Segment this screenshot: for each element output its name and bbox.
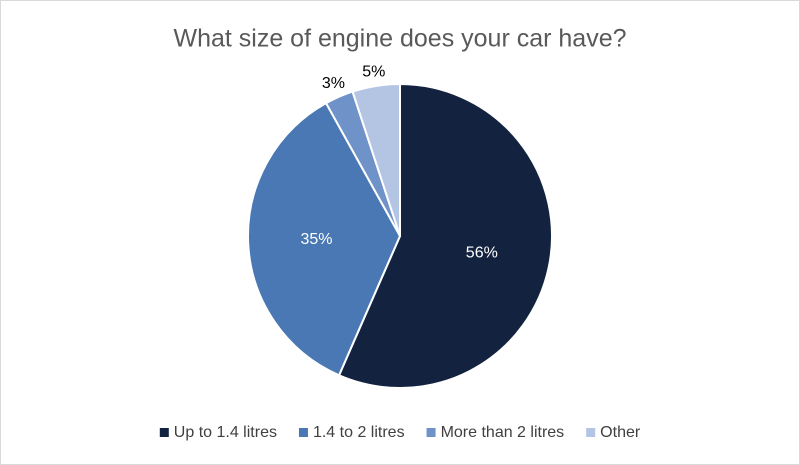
legend-label: Up to 1.4 litres <box>174 424 277 441</box>
data-label: 5% <box>362 63 385 80</box>
legend-swatch <box>159 428 169 437</box>
data-label: 35% <box>300 231 332 248</box>
legend: Up to 1.4 litres 1.4 to 2 litres More than… <box>159 424 641 441</box>
legend-label: Other <box>600 424 641 441</box>
data-label: 56% <box>466 244 498 261</box>
data-label: 3% <box>322 75 345 92</box>
legend-swatch <box>586 428 596 437</box>
pie-slice <box>247 101 402 377</box>
legend-label: 1.4 to 2 litres <box>313 424 405 441</box>
chart-title: What size of engine does your car have? <box>173 25 626 53</box>
legend-label: More than 2 litres <box>441 424 565 441</box>
pie-slice <box>337 82 553 389</box>
pie-slice <box>351 82 401 237</box>
legend-swatch <box>298 428 308 437</box>
legend-swatch <box>426 428 436 437</box>
